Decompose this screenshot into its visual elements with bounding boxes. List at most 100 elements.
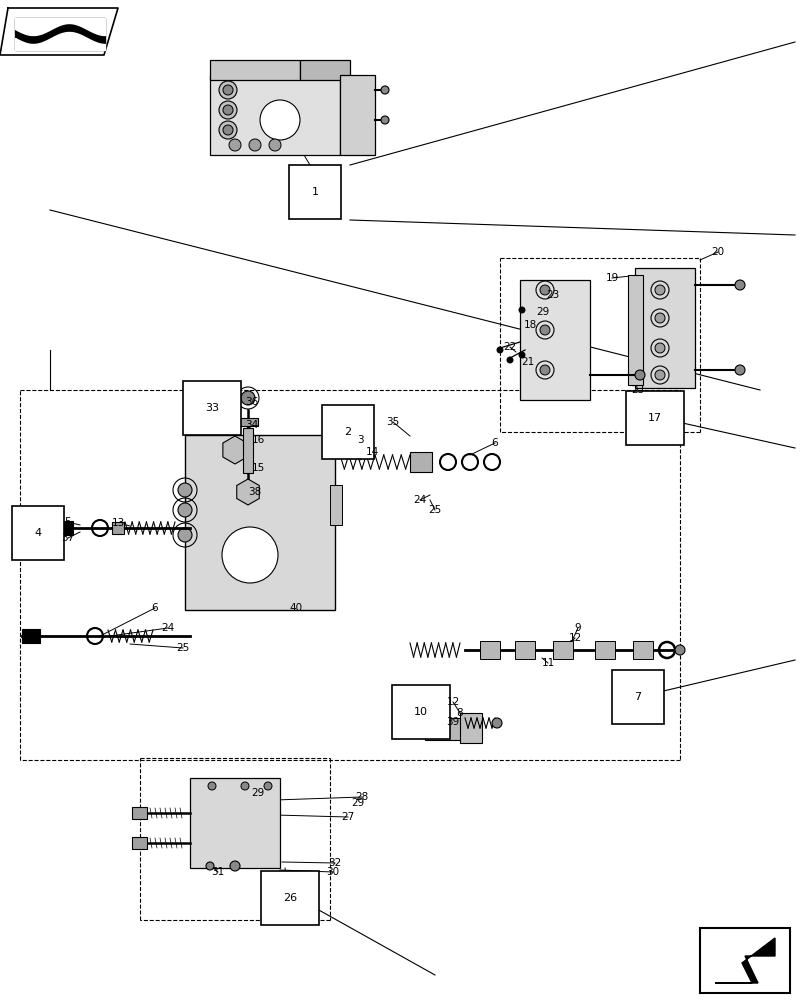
Bar <box>514 641 534 659</box>
Bar <box>185 435 335 610</box>
Circle shape <box>206 862 214 870</box>
Text: 12: 12 <box>446 697 459 707</box>
Polygon shape <box>714 938 774 983</box>
Text: 32: 32 <box>328 858 341 868</box>
Circle shape <box>734 280 744 290</box>
Text: 23: 23 <box>631 385 644 395</box>
Text: 25: 25 <box>428 505 441 515</box>
Text: 38: 38 <box>248 487 261 497</box>
Circle shape <box>264 782 272 790</box>
Text: 31: 31 <box>211 867 225 877</box>
Circle shape <box>349 439 361 451</box>
Bar <box>479 641 500 659</box>
Circle shape <box>496 347 502 353</box>
Circle shape <box>223 125 233 135</box>
Text: 33: 33 <box>204 403 219 413</box>
Circle shape <box>219 101 237 119</box>
Text: 13: 13 <box>111 518 124 528</box>
Bar <box>22 629 40 643</box>
Circle shape <box>654 313 664 323</box>
Circle shape <box>518 307 525 313</box>
Circle shape <box>208 782 216 790</box>
Bar <box>594 641 614 659</box>
Text: 5: 5 <box>65 517 71 527</box>
Circle shape <box>249 139 260 151</box>
Bar <box>340 75 375 155</box>
Circle shape <box>654 343 664 353</box>
Circle shape <box>634 370 644 380</box>
Polygon shape <box>222 436 247 464</box>
Circle shape <box>178 483 191 497</box>
Text: 15: 15 <box>251 463 264 473</box>
Text: 21: 21 <box>521 357 534 367</box>
Text: 11: 11 <box>541 658 554 668</box>
Text: 6: 6 <box>491 438 498 448</box>
Circle shape <box>223 85 233 95</box>
Bar <box>634 268 694 388</box>
Text: 24: 24 <box>161 623 174 633</box>
Bar <box>112 522 124 534</box>
Bar <box>190 778 280 868</box>
Bar <box>460 713 482 743</box>
Circle shape <box>506 357 513 363</box>
Circle shape <box>539 365 549 375</box>
Text: 29: 29 <box>351 798 364 808</box>
Text: 29: 29 <box>536 307 549 317</box>
Text: 16: 16 <box>251 435 264 445</box>
Text: 39: 39 <box>446 717 459 727</box>
Circle shape <box>178 503 191 517</box>
Bar <box>699 928 789 993</box>
Bar <box>552 641 573 659</box>
Circle shape <box>654 370 664 380</box>
Circle shape <box>178 528 191 542</box>
Bar <box>242 428 253 473</box>
Bar <box>424 718 462 740</box>
Circle shape <box>654 285 664 295</box>
Circle shape <box>380 116 388 124</box>
Text: 37: 37 <box>62 533 75 543</box>
Polygon shape <box>237 479 259 505</box>
Text: 12: 12 <box>568 633 581 643</box>
Bar <box>519 280 590 400</box>
Circle shape <box>221 527 277 583</box>
Bar <box>210 60 299 80</box>
Circle shape <box>539 285 549 295</box>
Bar <box>238 418 258 426</box>
Text: 24: 24 <box>413 495 426 505</box>
Text: 29: 29 <box>251 788 264 798</box>
Text: 8: 8 <box>456 708 463 718</box>
Bar <box>329 485 341 525</box>
Text: 19: 19 <box>605 273 618 283</box>
Circle shape <box>518 352 525 358</box>
Circle shape <box>268 139 281 151</box>
Text: 7: 7 <box>633 692 641 702</box>
Text: 6: 6 <box>152 603 158 613</box>
Text: 35: 35 <box>386 417 399 427</box>
Circle shape <box>380 86 388 94</box>
Circle shape <box>734 365 744 375</box>
Circle shape <box>539 325 549 335</box>
Text: 17: 17 <box>647 413 661 423</box>
Polygon shape <box>15 18 105 50</box>
Bar <box>633 641 652 659</box>
Text: 2: 2 <box>344 427 351 437</box>
Text: 27: 27 <box>341 812 354 822</box>
Bar <box>132 837 147 849</box>
Text: 34: 34 <box>245 420 259 430</box>
Text: 25: 25 <box>176 643 190 653</box>
Text: 10: 10 <box>414 707 427 717</box>
Text: 22: 22 <box>503 342 516 352</box>
Circle shape <box>674 645 684 655</box>
Circle shape <box>223 105 233 115</box>
Text: 30: 30 <box>326 867 339 877</box>
Circle shape <box>241 391 255 405</box>
Circle shape <box>260 100 299 140</box>
Bar <box>210 75 340 155</box>
Circle shape <box>219 121 237 139</box>
Polygon shape <box>0 8 118 55</box>
Text: 20: 20 <box>710 247 723 257</box>
Circle shape <box>229 139 241 151</box>
Text: 40: 40 <box>289 603 303 613</box>
Text: 1: 1 <box>311 187 318 197</box>
Text: 9: 9 <box>574 623 581 633</box>
